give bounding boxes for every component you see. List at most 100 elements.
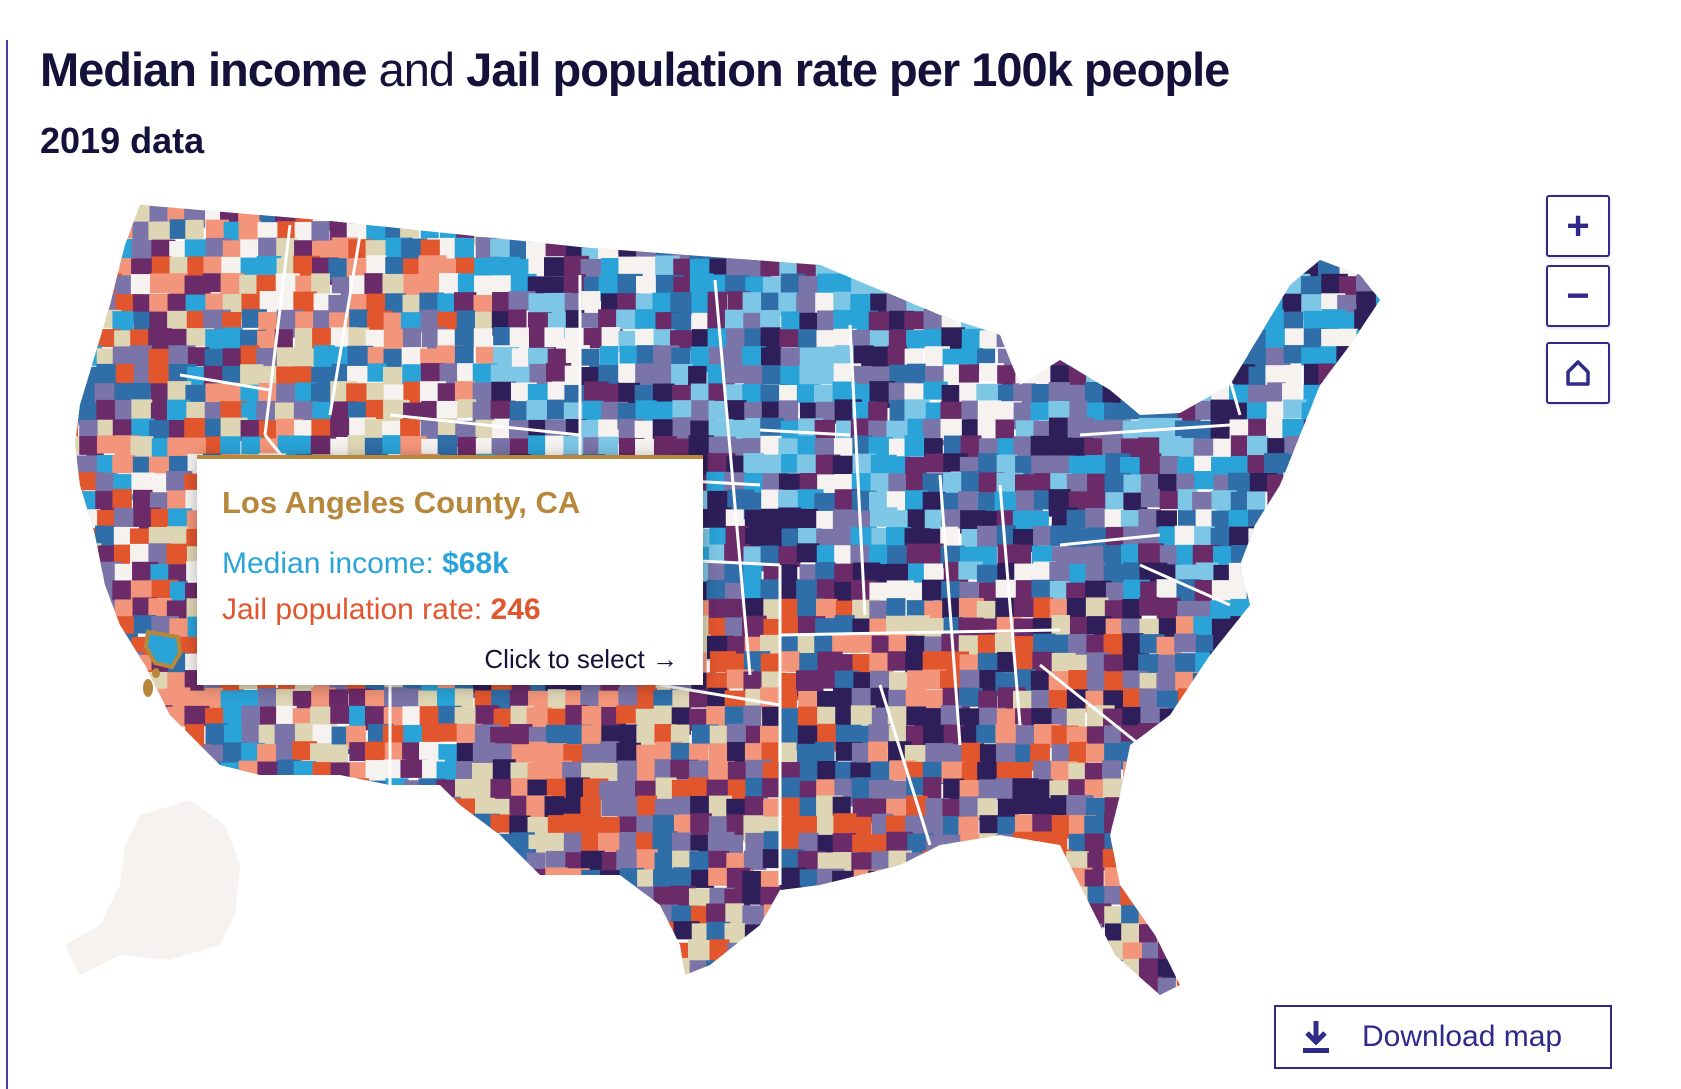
county-cell[interactable] [886,563,909,583]
county-cell[interactable] [1156,1048,1184,1075]
county-cell[interactable] [133,615,157,634]
county-cell[interactable] [852,219,880,245]
county-cell[interactable] [403,796,429,818]
county-cell[interactable] [277,1050,296,1072]
county-cell[interactable] [1412,671,1432,693]
county-cell[interactable] [60,615,80,635]
county-cell[interactable] [1300,671,1320,690]
county-cell[interactable] [1138,779,1166,807]
county-cell[interactable] [1195,330,1223,354]
county-cell[interactable] [185,724,205,752]
county-cell[interactable] [400,941,428,963]
county-cell[interactable] [348,327,370,350]
county-cell[interactable] [1213,294,1233,317]
county-cell[interactable] [437,293,457,314]
county-cell[interactable] [943,275,963,304]
county-cell[interactable] [1050,924,1069,944]
county-cell[interactable] [527,906,550,928]
county-cell[interactable] [1372,382,1394,410]
county-cell[interactable] [1229,796,1249,818]
county-cell[interactable] [1141,347,1166,368]
county-cell[interactable] [833,291,855,314]
county-cell[interactable] [240,420,264,442]
county-cell[interactable] [941,581,962,603]
county-cell[interactable] [457,273,477,296]
county-cell[interactable] [1211,833,1238,853]
county-cell[interactable] [1429,943,1457,964]
county-cell[interactable] [724,923,746,947]
county-cell[interactable] [1175,797,1195,817]
county-cell[interactable] [1339,707,1363,736]
county-cell[interactable] [1211,795,1237,818]
county-cell[interactable] [508,202,528,225]
county-cell[interactable] [329,780,352,808]
county-cell[interactable] [1249,778,1276,806]
county-cell[interactable] [439,994,459,1016]
county-cell[interactable] [115,994,135,1016]
county-cell[interactable] [1412,562,1431,580]
county-cell[interactable] [978,204,997,224]
county-cell[interactable] [636,1030,657,1056]
county-cell[interactable] [1321,599,1345,627]
county-cell[interactable] [1266,187,1291,211]
county-cell[interactable] [94,1015,118,1042]
county-cell[interactable] [1284,652,1312,678]
county-cell[interactable] [688,996,708,1020]
county-cell[interactable] [1084,779,1107,798]
county-cell[interactable] [797,725,820,749]
county-cell[interactable] [1030,906,1056,930]
county-cell[interactable] [905,885,929,904]
county-cell[interactable] [743,453,765,475]
county-cell[interactable] [1428,853,1453,872]
county-cell[interactable] [314,1068,337,1075]
county-cell[interactable] [905,924,925,943]
county-cell[interactable] [329,921,350,945]
county-cell[interactable] [365,869,389,897]
county-cell[interactable] [1138,723,1162,746]
county-cell[interactable] [1338,670,1366,694]
county-cell[interactable] [1230,616,1256,638]
county-cell[interactable] [581,291,601,315]
county-cell[interactable] [832,185,860,206]
county-cell[interactable] [364,273,384,298]
county-cell[interactable] [1106,1067,1133,1075]
county-cell[interactable] [130,993,156,1018]
county-cell[interactable] [1214,996,1238,1024]
county-cell[interactable] [761,365,781,385]
county-cell[interactable] [924,293,950,313]
county-cell[interactable] [384,867,410,886]
county-cell[interactable] [1284,742,1307,762]
county-cell[interactable] [60,257,81,276]
county-cell[interactable] [79,743,107,765]
county-cell[interactable] [548,1068,573,1075]
county-cell[interactable] [1303,1068,1323,1075]
county-cell[interactable] [112,346,137,369]
county-cell[interactable] [1283,489,1310,513]
county-cell[interactable] [656,1012,677,1038]
county-cell[interactable] [475,1067,494,1075]
county-cell[interactable] [563,219,588,239]
county-cell[interactable] [834,615,855,635]
county-cell[interactable] [1211,687,1235,707]
county-cell[interactable] [778,598,803,620]
county-cell[interactable] [383,1066,403,1075]
county-cell[interactable] [1319,509,1344,532]
county-cell[interactable] [113,220,134,239]
county-cell[interactable] [654,759,673,781]
county-cell[interactable] [1393,580,1415,599]
county-cell[interactable] [1012,348,1035,372]
county-cell[interactable] [1320,561,1349,585]
county-cell[interactable] [617,1049,641,1072]
county-cell[interactable] [654,401,674,420]
county-cell[interactable] [76,582,104,608]
county-cell[interactable] [474,275,497,296]
county-cell[interactable] [691,923,712,942]
county-cell[interactable] [474,257,498,279]
county-cell[interactable] [1373,651,1393,677]
county-cell[interactable] [583,1067,609,1075]
county-cell[interactable] [130,274,152,297]
county-cell[interactable] [1339,581,1358,604]
county-cell[interactable] [1212,347,1240,375]
county-cell[interactable] [619,724,638,747]
county-cell[interactable] [761,993,781,1017]
